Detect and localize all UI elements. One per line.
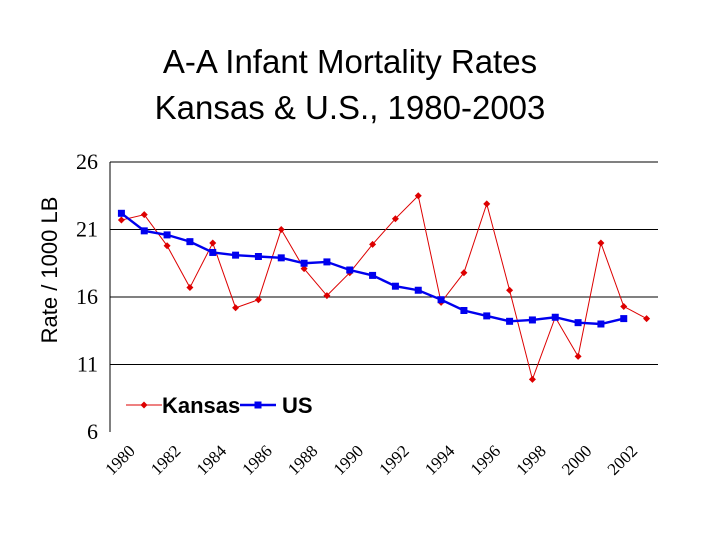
x-tick-label: 2000 bbox=[558, 441, 595, 478]
data-point-kansas bbox=[506, 286, 514, 294]
series-group bbox=[117, 192, 651, 383]
legend-marker-us bbox=[254, 401, 262, 409]
legend-label-kansas: Kansas bbox=[162, 393, 240, 418]
data-point-kansas bbox=[414, 192, 422, 200]
data-point-us bbox=[506, 317, 514, 325]
y-tick-label: 26 bbox=[76, 149, 98, 174]
data-point-us bbox=[232, 251, 240, 259]
data-point-us bbox=[323, 258, 331, 266]
data-point-kansas bbox=[643, 315, 651, 323]
x-tick-label: 1998 bbox=[512, 441, 549, 478]
y-tick-labels: 26 21 16 11 6 bbox=[76, 149, 98, 444]
legend-marker-kansas bbox=[140, 401, 148, 409]
x-tick-label: 1996 bbox=[467, 441, 504, 478]
x-tick-label: 2002 bbox=[604, 441, 641, 478]
data-point-kansas bbox=[528, 375, 536, 383]
data-point-us bbox=[300, 259, 308, 267]
data-point-kansas bbox=[277, 226, 285, 233]
x-tick-label: 1980 bbox=[101, 441, 138, 478]
data-point-kansas bbox=[323, 292, 331, 300]
y-tick-label: 6 bbox=[87, 419, 98, 444]
y-tick-label: 21 bbox=[76, 217, 98, 242]
data-point-kansas bbox=[460, 269, 468, 277]
gridlines bbox=[109, 161, 658, 432]
chart-subtitle: Kansas & U.S., 1980-2003 bbox=[154, 89, 546, 126]
data-point-kansas bbox=[300, 265, 308, 273]
data-point-kansas bbox=[574, 352, 582, 360]
x-tick-label: 1982 bbox=[147, 441, 184, 478]
data-point-kansas bbox=[254, 296, 262, 304]
x-tick-label: 1984 bbox=[193, 441, 231, 479]
data-point-us bbox=[391, 282, 399, 290]
data-point-us bbox=[551, 313, 559, 321]
data-point-us bbox=[140, 227, 148, 235]
data-point-us bbox=[483, 312, 491, 320]
data-point-us bbox=[528, 316, 536, 324]
data-point-us bbox=[209, 248, 217, 256]
data-point-kansas bbox=[117, 216, 125, 224]
x-tick-label: 1994 bbox=[421, 441, 459, 479]
data-point-kansas bbox=[232, 304, 240, 312]
data-point-kansas bbox=[369, 240, 377, 248]
data-point-us bbox=[163, 231, 171, 239]
data-point-kansas bbox=[140, 211, 148, 219]
legend: Kansas US bbox=[126, 393, 313, 418]
series-line-kansas bbox=[121, 194, 647, 382]
data-point-us bbox=[254, 253, 262, 260]
data-point-us bbox=[597, 320, 605, 328]
data-point-us bbox=[437, 296, 445, 304]
data-point-us bbox=[117, 209, 125, 217]
y-axis-label: Rate / 1000 LB bbox=[37, 197, 62, 344]
data-point-kansas bbox=[391, 215, 399, 223]
chart-title: A-A Infant Mortality Rates bbox=[162, 43, 538, 80]
data-point-kansas bbox=[209, 239, 217, 247]
data-point-us bbox=[414, 286, 422, 294]
data-point-kansas bbox=[186, 284, 194, 292]
y-tick-label: 11 bbox=[77, 352, 98, 377]
x-tick-label: 1990 bbox=[330, 441, 367, 478]
data-point-us bbox=[346, 266, 354, 274]
data-point-kansas bbox=[163, 242, 171, 250]
x-tick-labels: 1980 1982 1984 1986 1988 1990 1992 1994 1996 1998… bbox=[101, 441, 641, 479]
legend-label-us: US bbox=[282, 393, 313, 418]
x-tick-label: 1992 bbox=[375, 441, 412, 478]
x-tick-label: 1986 bbox=[238, 441, 275, 478]
data-point-us bbox=[277, 254, 285, 262]
data-point-us bbox=[369, 271, 377, 279]
data-point-us bbox=[186, 238, 194, 246]
data-point-us bbox=[620, 315, 628, 323]
data-point-us bbox=[460, 307, 468, 314]
data-point-kansas bbox=[597, 239, 605, 247]
data-point-kansas bbox=[620, 302, 628, 310]
x-tick-label: 1988 bbox=[284, 441, 321, 478]
data-point-kansas bbox=[483, 200, 491, 208]
y-tick-label: 16 bbox=[76, 284, 98, 309]
data-point-us bbox=[574, 319, 582, 327]
